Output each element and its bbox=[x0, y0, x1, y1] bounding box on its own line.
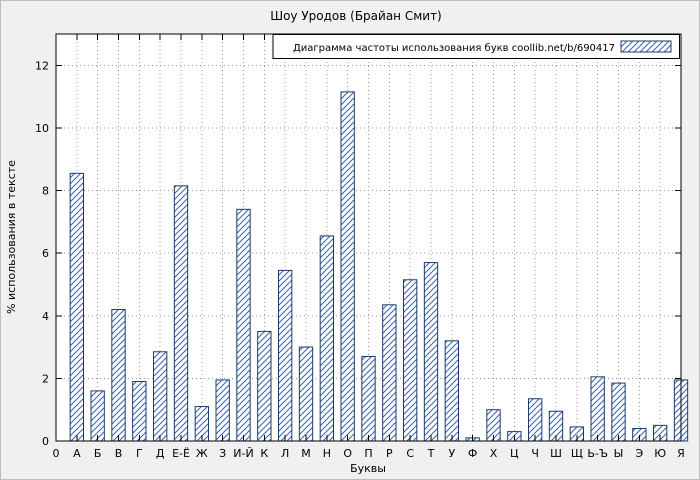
bar-И-Й bbox=[236, 208, 251, 442]
bar-Р bbox=[382, 304, 397, 442]
x-tick-label: Т bbox=[427, 447, 435, 460]
bar-А bbox=[69, 172, 84, 442]
x-tick-label: И-Й bbox=[233, 447, 253, 460]
x-tick-label: Ю bbox=[654, 447, 666, 460]
plot-border bbox=[55, 33, 682, 442]
legend-label: Диаграмма частоты использования букв coo… bbox=[293, 43, 615, 54]
x-tick-label: М bbox=[301, 447, 311, 460]
bar-З bbox=[215, 379, 230, 442]
x-tick-label: Ч bbox=[531, 447, 539, 460]
bar-В bbox=[111, 309, 126, 442]
y-tick-label: 8 bbox=[42, 185, 49, 198]
x-axis-label: Буквы bbox=[350, 462, 386, 475]
x-tick-label: Х bbox=[490, 447, 498, 460]
y-tick-label: 2 bbox=[42, 372, 49, 385]
bar-Д bbox=[153, 351, 168, 442]
chart-title: Шоу Уродов (Брайан Смит) bbox=[270, 9, 442, 23]
legend-sample-swatch bbox=[620, 40, 672, 53]
bar-М bbox=[298, 346, 314, 442]
x-tick-label: Ь-Ъ bbox=[587, 447, 608, 460]
bar-Г bbox=[132, 381, 147, 442]
x-tick-label: Д bbox=[156, 447, 165, 460]
x-tick-label: А bbox=[73, 447, 81, 460]
bar-Ь-Ъ bbox=[590, 376, 605, 442]
bars-layer bbox=[69, 91, 689, 442]
bar-Т bbox=[423, 262, 439, 442]
x-tick-label: Е-Ё bbox=[172, 447, 190, 460]
x-tick-label: Л bbox=[281, 447, 289, 460]
x-tick-label: Ц bbox=[510, 447, 519, 460]
bar-Е-Ё bbox=[173, 185, 189, 442]
y-tick-label: 6 bbox=[42, 247, 49, 260]
x-tick-label: Щ bbox=[571, 447, 583, 460]
bar-Н bbox=[319, 235, 335, 442]
bar-С bbox=[403, 279, 418, 442]
bar-Ч bbox=[528, 398, 543, 442]
x-origin-label: 0 bbox=[53, 447, 60, 460]
x-tick-label: С bbox=[406, 447, 414, 460]
x-tick-label: В bbox=[115, 447, 123, 460]
x-tick-label: Ж bbox=[196, 447, 208, 460]
x-tick-label: Г bbox=[136, 447, 143, 460]
x-tick-label: Р bbox=[386, 447, 393, 460]
bar-У bbox=[444, 340, 460, 442]
bar-П bbox=[361, 355, 376, 442]
legend-box bbox=[272, 34, 680, 59]
legend: Диаграмма частоты использования букв coo… bbox=[272, 34, 680, 59]
y-axis-label: % использования в тексте bbox=[5, 160, 18, 314]
bar-Ы bbox=[611, 382, 626, 442]
x-tick-label: Ш bbox=[550, 447, 562, 460]
x-tick-label: У bbox=[448, 447, 455, 460]
y-tick-label: 4 bbox=[42, 310, 49, 323]
y-tick-label: 0 bbox=[42, 435, 49, 448]
x-tick-label: О bbox=[343, 447, 352, 460]
bar-К bbox=[257, 330, 272, 442]
x-tick-label: Э bbox=[635, 447, 643, 460]
bar-Б bbox=[90, 390, 105, 442]
bar-О bbox=[340, 91, 355, 442]
bar-Л bbox=[278, 269, 293, 442]
y-tick-label: 12 bbox=[35, 59, 49, 72]
x-tick-label: Ы bbox=[614, 447, 624, 460]
x-tick-label: З bbox=[219, 447, 226, 460]
x-tick-label: Ф bbox=[468, 447, 477, 460]
x-tick-label: П bbox=[364, 447, 372, 460]
x-tick-label: К bbox=[260, 447, 268, 460]
x-tick-label: Б bbox=[94, 447, 102, 460]
x-tick-label: Я bbox=[677, 447, 685, 460]
y-tick-label: 10 bbox=[35, 122, 49, 135]
x-tick-label: Н bbox=[323, 447, 331, 460]
